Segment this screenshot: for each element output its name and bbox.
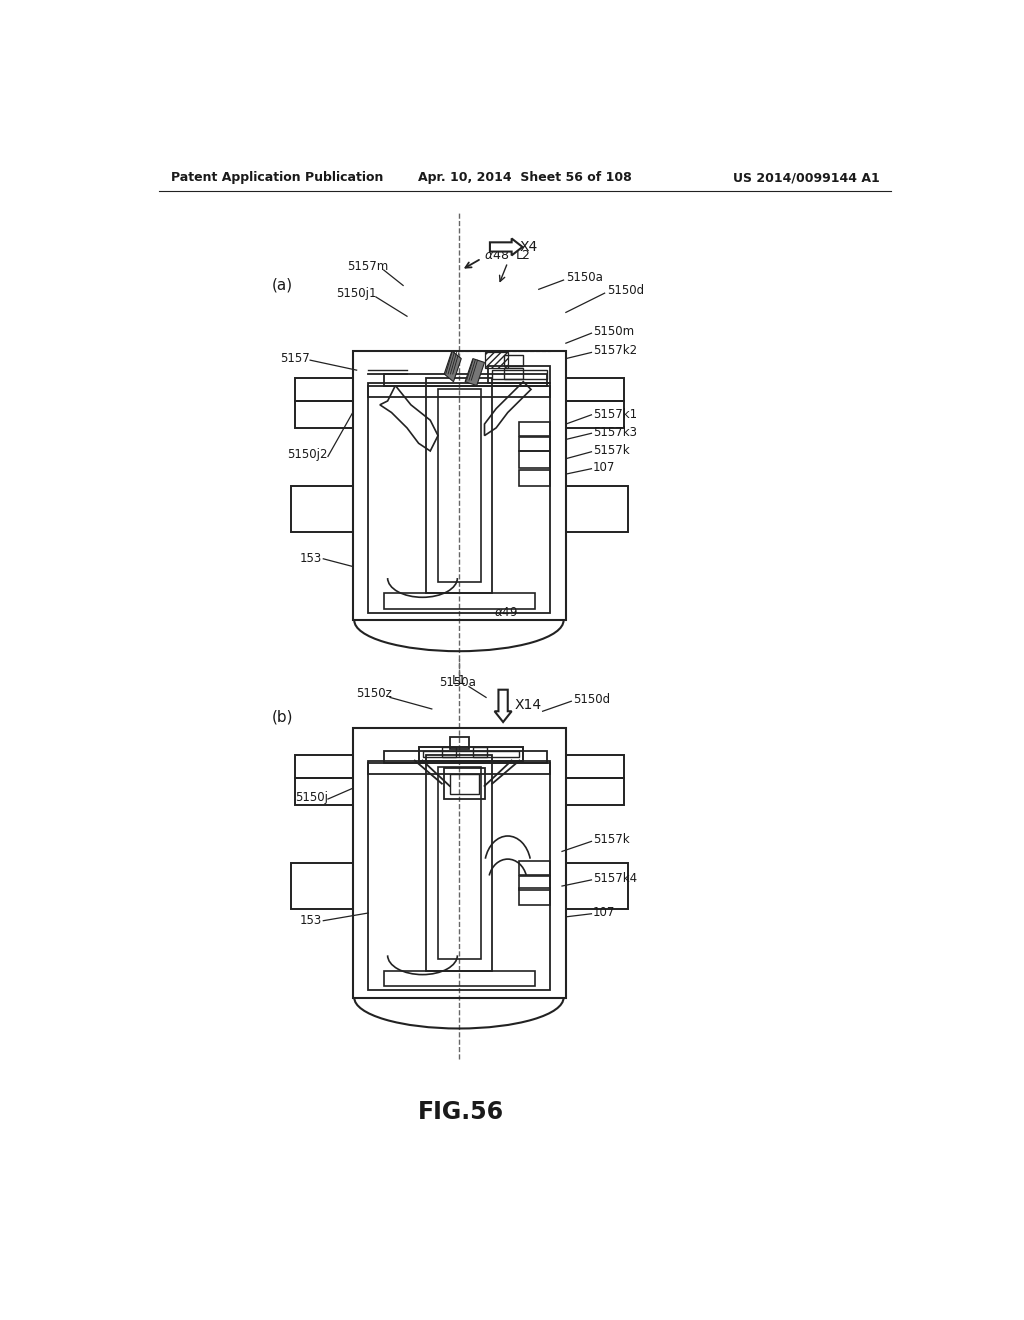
Bar [369, 760, 550, 775]
Bar [423, 751, 519, 756]
Bar [519, 888, 550, 906]
Text: 5150d: 5150d [573, 693, 610, 706]
Text: 107: 107 [593, 462, 615, 474]
Text: X14: X14 [515, 698, 542, 711]
Bar [519, 451, 550, 469]
Text: 5150j2: 5150j2 [288, 449, 328, 462]
Bar [426, 378, 493, 594]
Text: X4: X4 [519, 240, 538, 253]
Bar [450, 738, 469, 748]
Bar [426, 755, 493, 970]
Bar [369, 383, 550, 397]
Polygon shape [444, 351, 461, 381]
Bar [504, 355, 523, 367]
Bar [384, 970, 535, 986]
Polygon shape [489, 239, 522, 256]
Text: 5150j: 5150j [295, 791, 328, 804]
Text: 5157k3: 5157k3 [593, 426, 637, 440]
Bar [566, 401, 624, 428]
Bar [566, 863, 628, 909]
Text: 5157: 5157 [280, 352, 309, 366]
Text: 5157k: 5157k [593, 445, 630, 458]
Bar [566, 779, 624, 805]
Text: (b): (b) [271, 709, 293, 725]
Bar [442, 747, 456, 756]
Bar [519, 422, 550, 436]
Bar [384, 374, 547, 385]
Text: Patent Application Publication: Patent Application Publication [171, 172, 383, 185]
Bar [566, 755, 624, 779]
Bar [504, 368, 523, 379]
Polygon shape [495, 689, 512, 722]
Polygon shape [465, 359, 484, 385]
Text: 5150z: 5150z [356, 686, 392, 700]
Bar [384, 751, 547, 763]
Bar [519, 470, 550, 486]
Bar [352, 729, 566, 998]
Text: 5150a: 5150a [566, 271, 603, 284]
Bar [450, 774, 479, 793]
Bar [519, 861, 550, 875]
Text: 5150j1: 5150j1 [336, 286, 377, 300]
Bar [519, 876, 550, 890]
Text: 153: 153 [299, 915, 322, 927]
Text: $\alpha$48: $\alpha$48 [484, 249, 510, 261]
Bar [384, 594, 535, 609]
Text: US 2014/0099144 A1: US 2014/0099144 A1 [733, 172, 880, 185]
Bar [295, 378, 352, 401]
Text: (a): (a) [271, 279, 293, 293]
Text: 5157k1: 5157k1 [593, 408, 637, 421]
Bar [295, 755, 352, 779]
Bar [566, 378, 624, 401]
Text: 153: 153 [299, 552, 322, 565]
Bar [369, 763, 550, 990]
Bar [295, 779, 352, 805]
Text: L1: L1 [452, 675, 466, 688]
Bar [352, 351, 566, 620]
Text: 5150d: 5150d [607, 284, 644, 297]
Text: 5157k: 5157k [593, 833, 630, 846]
Text: L2: L2 [515, 249, 530, 261]
Bar [488, 366, 550, 383]
Bar [369, 385, 550, 612]
Text: 5157k4: 5157k4 [593, 871, 637, 884]
Text: 5157m: 5157m [347, 260, 389, 273]
Text: $\alpha$49: $\alpha$49 [494, 606, 518, 619]
Text: 107: 107 [593, 907, 615, 920]
Bar [419, 747, 523, 760]
Bar [444, 768, 484, 799]
Bar [438, 389, 480, 582]
Bar [519, 437, 550, 451]
Text: FIG.56: FIG.56 [418, 1100, 504, 1123]
Bar [566, 486, 628, 532]
Text: 5150a: 5150a [439, 676, 476, 689]
Bar [473, 747, 486, 756]
Text: Apr. 10, 2014  Sheet 56 of 108: Apr. 10, 2014 Sheet 56 of 108 [418, 172, 632, 185]
Bar [295, 401, 352, 428]
Bar [291, 863, 352, 909]
Bar [493, 370, 547, 379]
Bar [438, 767, 480, 960]
Text: 5157k2: 5157k2 [593, 345, 637, 358]
Bar [291, 486, 352, 532]
Text: 5150m: 5150m [593, 325, 634, 338]
